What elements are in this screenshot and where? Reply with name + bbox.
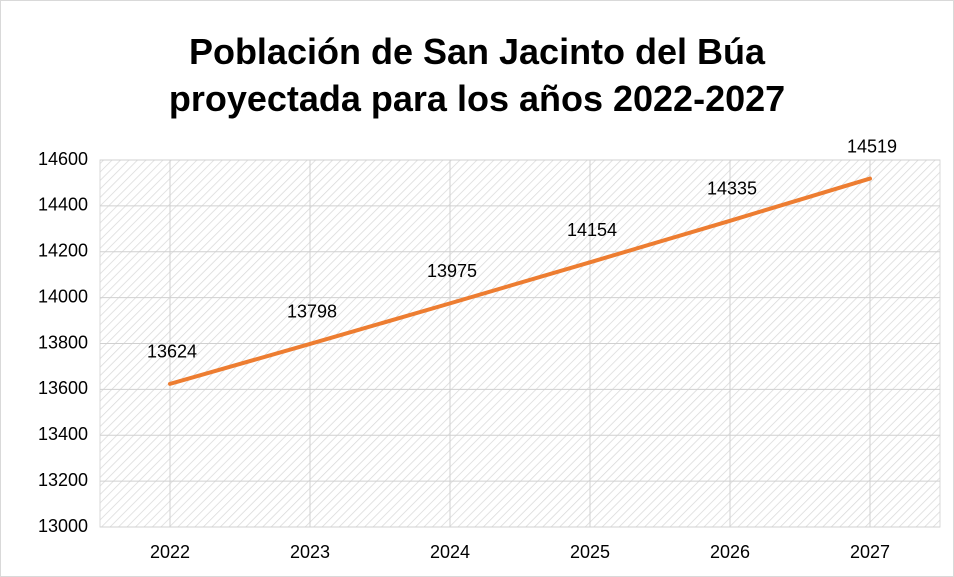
y-tick-label: 13200 xyxy=(38,470,88,490)
y-tick-label: 14400 xyxy=(38,195,88,215)
y-tick-label: 14200 xyxy=(38,241,88,261)
x-tick-label: 2027 xyxy=(850,542,890,562)
data-label: 14519 xyxy=(847,136,897,156)
y-tick-label: 14000 xyxy=(38,286,88,306)
x-tick-label: 2025 xyxy=(570,542,610,562)
data-label: 13975 xyxy=(427,261,477,281)
y-tick-label: 14600 xyxy=(38,149,88,169)
x-tick-label: 2024 xyxy=(430,542,470,562)
y-tick-label: 13600 xyxy=(38,378,88,398)
y-tick-label: 13800 xyxy=(38,332,88,352)
x-tick-label: 2026 xyxy=(710,542,750,562)
data-label: 13798 xyxy=(287,302,337,322)
line xyxy=(168,176,872,386)
data-label: 14335 xyxy=(707,179,757,199)
data-label: 13624 xyxy=(147,342,197,362)
x-tick-label: 2022 xyxy=(150,542,190,562)
chart-title: Población de San Jacinto del Búa proyect… xyxy=(168,31,786,119)
y-tick-label: 13400 xyxy=(38,424,88,444)
data-label: 14154 xyxy=(567,220,617,240)
x-tick-label: 2023 xyxy=(290,542,330,562)
y-tick-label: 13000 xyxy=(38,516,88,536)
